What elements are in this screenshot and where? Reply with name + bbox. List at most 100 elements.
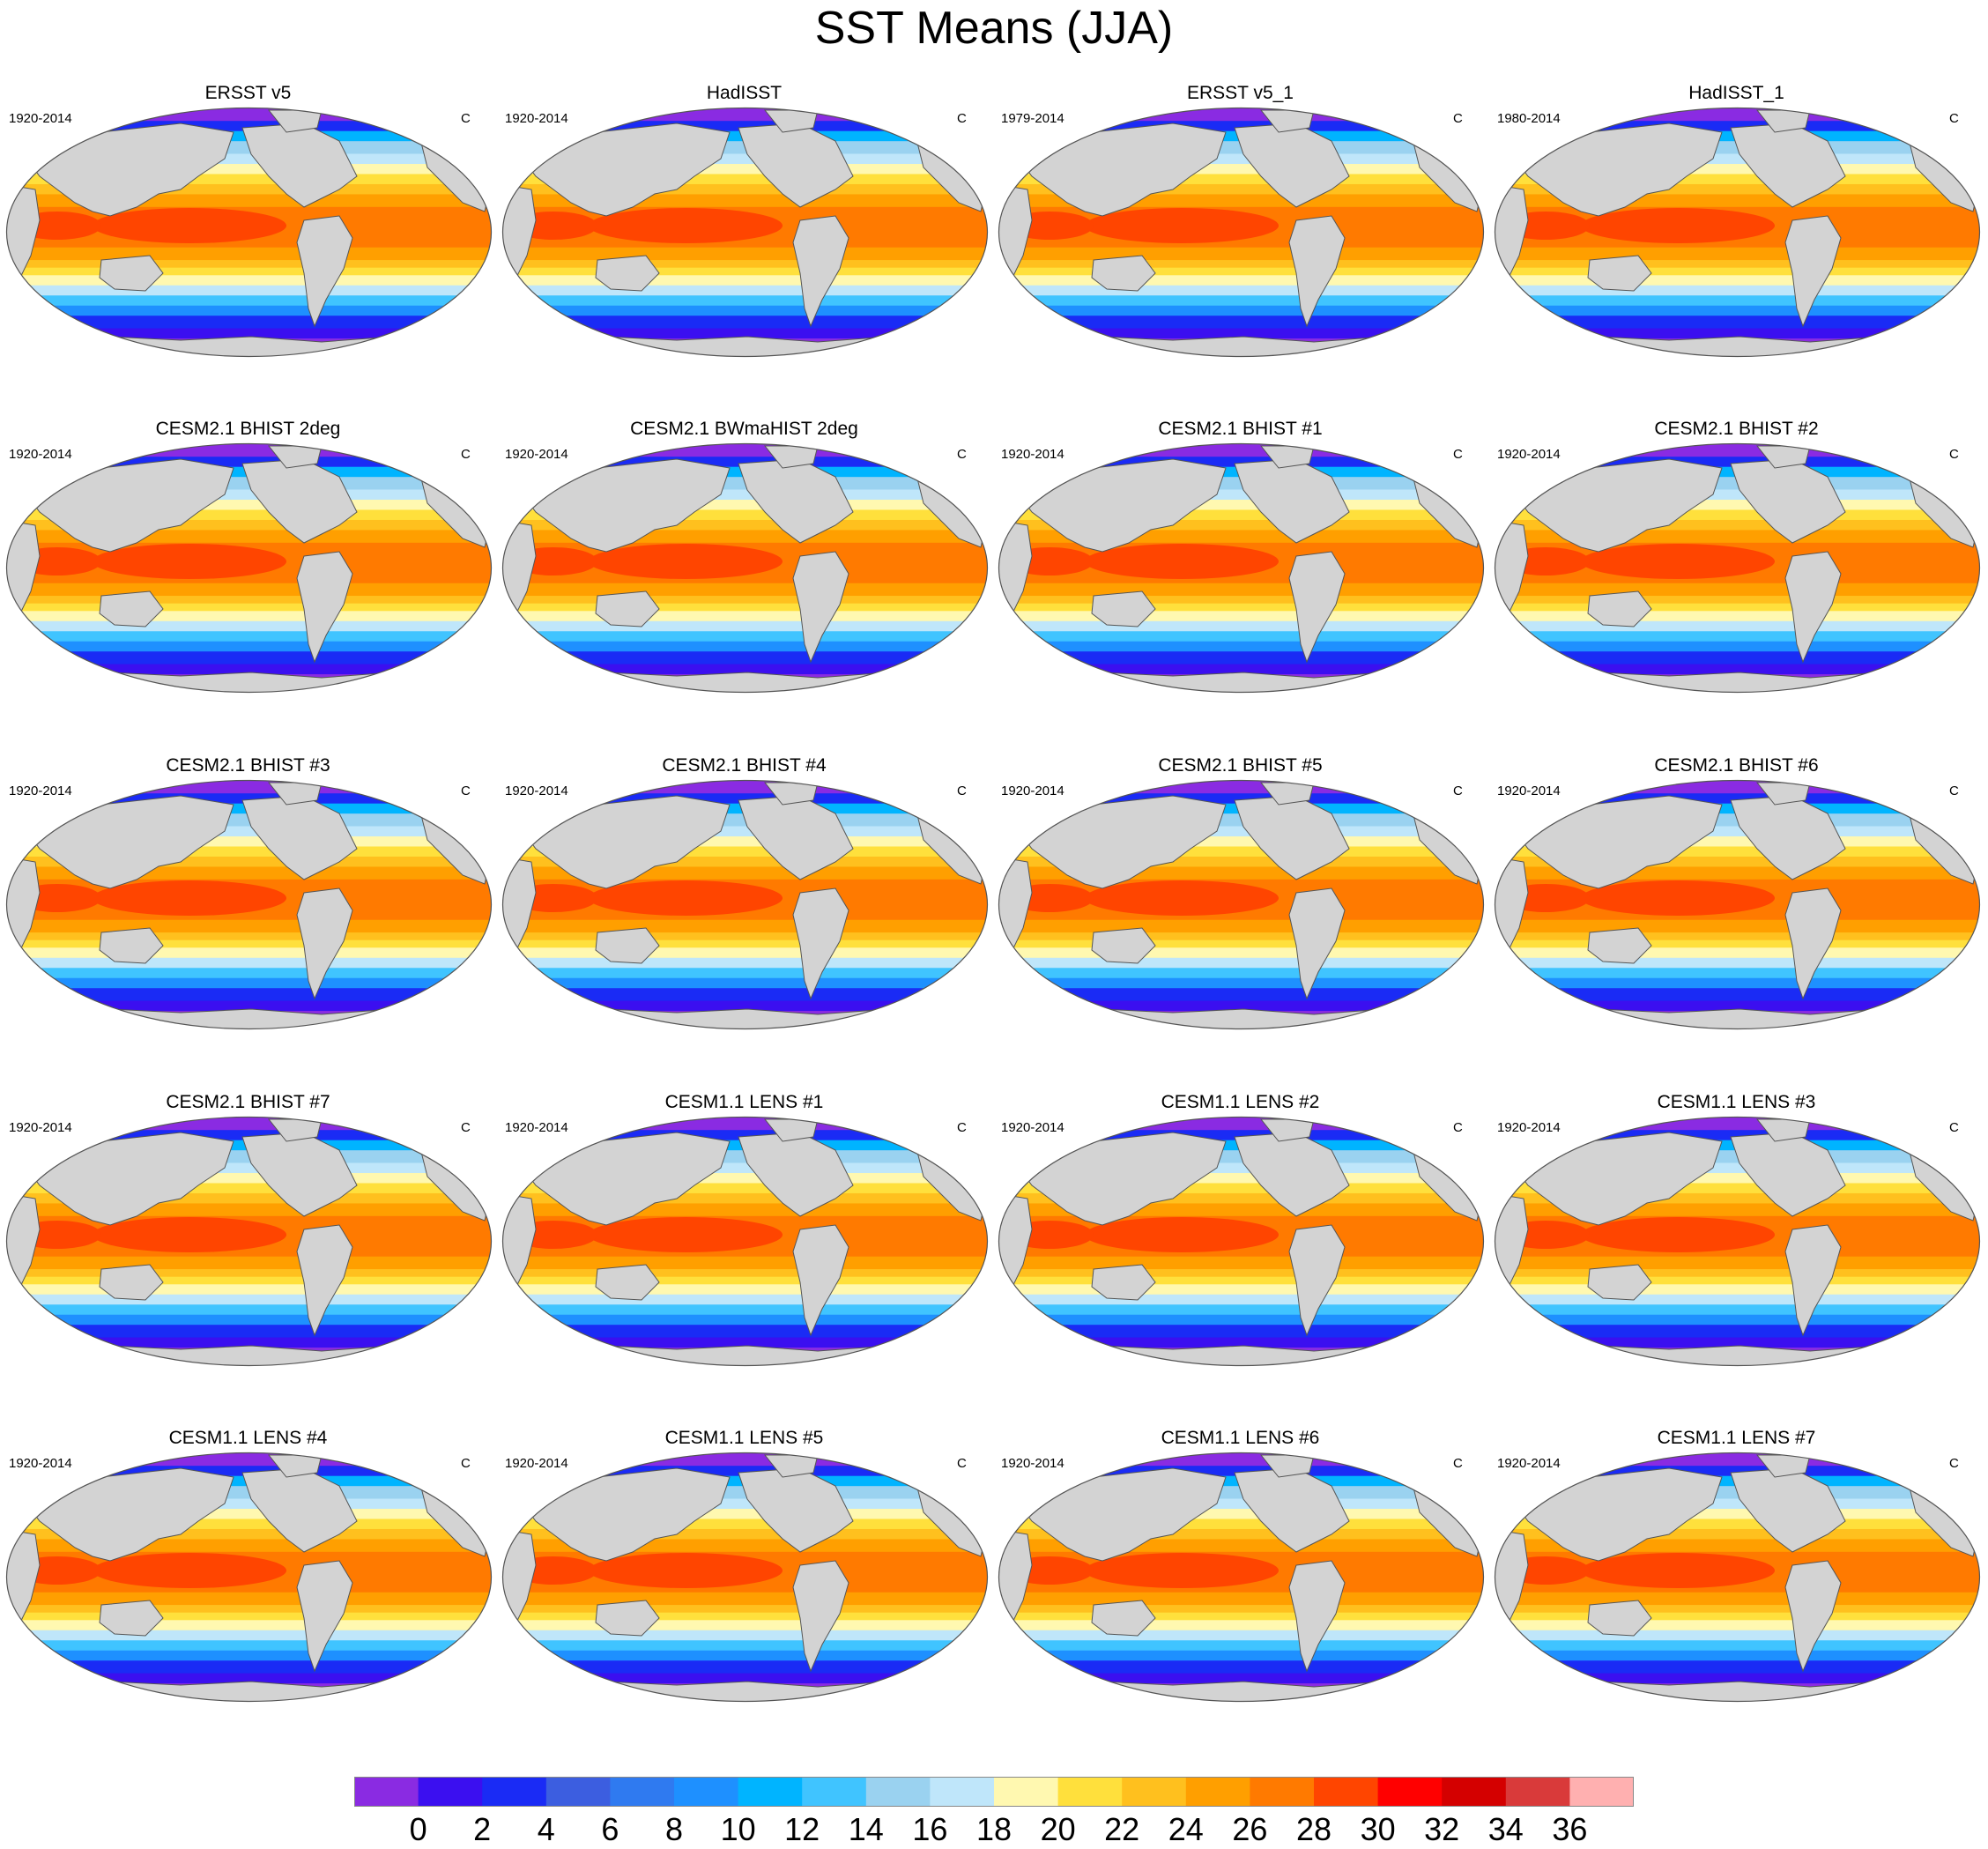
colorbar-tick-label: 0 xyxy=(409,1811,427,1847)
map-panel: CESM2.1 BHIST #7 1920-2014 C xyxy=(0,1009,496,1367)
landmass xyxy=(296,887,353,1000)
sst-band xyxy=(6,316,492,330)
panel-title: CESM2.1 BHIST 2deg xyxy=(155,419,341,439)
landmass xyxy=(21,123,234,217)
colorbar-tick-label: 6 xyxy=(601,1811,619,1847)
sst-map xyxy=(501,442,989,694)
panel-years: 1920-2014 xyxy=(1497,783,1561,798)
panel-years: 1920-2014 xyxy=(1001,783,1064,798)
sst-band xyxy=(1495,664,1980,675)
sst-band xyxy=(1495,260,1980,269)
panel-title: ERSST v5 xyxy=(204,83,292,103)
landmass xyxy=(595,927,660,964)
sst-band xyxy=(1495,651,1980,665)
sst-band xyxy=(998,1650,1484,1661)
sst-band xyxy=(502,947,988,959)
colorbar-swatch xyxy=(738,1777,803,1807)
sst-band xyxy=(998,651,1484,665)
sst-band xyxy=(502,316,988,330)
sst-band xyxy=(998,988,1484,1002)
sst-map xyxy=(5,779,493,1030)
sst-band xyxy=(998,596,1484,605)
sst-band xyxy=(6,957,492,969)
map-panel: CESM1.1 LENS #3 1920-2014 C xyxy=(1488,1009,1984,1367)
sst-band xyxy=(1495,328,1980,339)
panel-years: 1980-2014 xyxy=(1497,111,1561,126)
landmass xyxy=(241,1467,358,1553)
landmass xyxy=(1730,458,1846,544)
sst-band xyxy=(1495,285,1980,296)
sst-map xyxy=(501,1452,989,1703)
colorbar-tick-label: 22 xyxy=(1104,1811,1140,1847)
sst-band xyxy=(1495,631,1980,642)
sst-band xyxy=(6,947,492,959)
sst-band xyxy=(502,596,988,605)
sst-band xyxy=(1495,611,1980,622)
map-panel: CESM2.1 BHIST 2deg 1920-2014 C xyxy=(0,336,496,694)
landmass xyxy=(241,123,358,208)
colorbar-tick-label: 24 xyxy=(1168,1811,1204,1847)
landmass xyxy=(21,458,234,553)
sst-band xyxy=(502,620,988,632)
sst-map xyxy=(501,107,989,358)
sst-band xyxy=(6,1605,492,1614)
landmass xyxy=(1234,795,1350,880)
colorbar-tick-label: 18 xyxy=(975,1811,1013,1847)
sst-band xyxy=(998,1294,1484,1305)
panel-units: C xyxy=(461,1120,471,1135)
sst-band xyxy=(1495,1605,1980,1614)
sst-band xyxy=(998,247,1484,261)
landmass xyxy=(1091,590,1156,627)
sst-map xyxy=(1494,1116,1981,1367)
map-outline xyxy=(501,107,989,358)
map-outline xyxy=(501,442,989,694)
colorbar-tick-label: 30 xyxy=(1360,1811,1396,1847)
sst-band xyxy=(1495,1325,1980,1339)
colorbar-tick-label: 10 xyxy=(720,1811,756,1847)
panel-years: 1920-2014 xyxy=(1001,447,1064,462)
map-panel: CESM2.1 BHIST #1 1920-2014 C xyxy=(992,336,1488,694)
panel-years: 1920-2014 xyxy=(9,111,72,126)
sst-band xyxy=(998,1284,1484,1296)
sst-band xyxy=(998,260,1484,269)
sst-band xyxy=(6,295,492,307)
sst-band xyxy=(1495,620,1980,632)
sst-band xyxy=(1495,641,1980,652)
warm-pool xyxy=(589,1217,783,1252)
colorbar-swatch xyxy=(1569,1777,1634,1807)
map-panel: CESM2.1 BHIST #3 1920-2014 C xyxy=(0,672,496,1030)
warm-pool xyxy=(589,208,783,243)
panel-years: 1920-2014 xyxy=(505,447,568,462)
panel-units: C xyxy=(461,1456,471,1471)
panel-units: C xyxy=(957,783,967,798)
landmass xyxy=(517,1467,731,1562)
landmass xyxy=(792,215,849,328)
colorbar-swatch xyxy=(418,1777,483,1807)
warm-pool xyxy=(1581,1217,1775,1252)
panel-title: CESM2.1 BHIST #7 xyxy=(166,1092,330,1112)
map-outline xyxy=(1494,779,1981,1030)
sst-band xyxy=(1495,1650,1980,1661)
landmass xyxy=(1234,1132,1350,1217)
landmass xyxy=(1587,927,1652,964)
map-outline xyxy=(1494,107,1981,358)
landmass xyxy=(241,1132,358,1217)
landmass xyxy=(1288,215,1346,328)
colorbar-tick-label: 26 xyxy=(1232,1811,1268,1847)
sst-band xyxy=(502,1269,988,1278)
sst-band xyxy=(502,603,988,612)
sst-band xyxy=(998,1612,1484,1621)
sst-band xyxy=(502,1650,988,1661)
sst-band xyxy=(1495,1620,1980,1631)
sst-band xyxy=(502,295,988,307)
sst-band xyxy=(6,1612,492,1621)
panel-units: C xyxy=(461,111,471,126)
sst-band xyxy=(502,583,988,597)
sst-map xyxy=(5,1116,493,1367)
landmass xyxy=(1784,215,1842,328)
colorbar-tick-label: 16 xyxy=(912,1811,948,1847)
sst-band xyxy=(502,1314,988,1325)
panel-units: C xyxy=(1949,1456,1959,1471)
sst-band xyxy=(6,651,492,665)
panel-years: 1920-2014 xyxy=(1497,447,1561,462)
